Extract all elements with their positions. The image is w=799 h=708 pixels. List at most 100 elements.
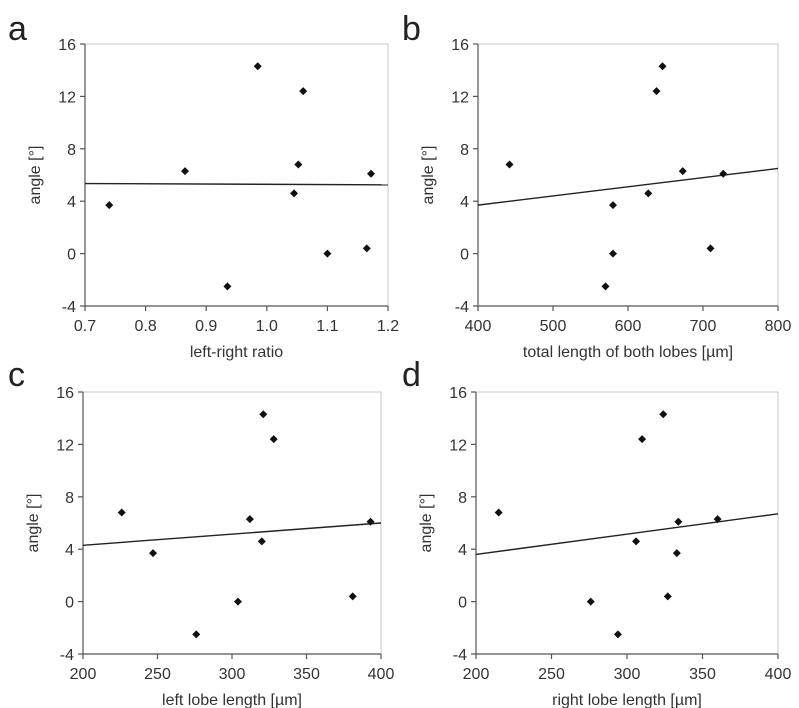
data-point [719,169,728,178]
x-axis-title: total length of both lobes [µm] [523,344,733,361]
data-point [348,592,357,601]
data-point [609,201,617,210]
y-tick-label: 4 [458,542,467,559]
scatter-panel-a: a -4 0 4 8 12 16 0.7 0.8 0.9 1.0 1.1 1.2 left-right r… [8,10,399,361]
data-point [259,410,268,419]
x-tick-label: 350 [689,666,716,683]
scatter-panel-d: d -4 0 4 8 12 16 200 250 300 350 400 right lobe leng… [402,356,791,708]
y-tick-label: 4 [65,542,74,559]
x-tick-label: 1.2 [377,318,399,335]
data-point [663,592,672,601]
data-point [505,160,514,169]
scatter-panel-c: c -4 0 4 8 12 16 200 250 300 350 400 left lobe lengt… [8,356,394,708]
data-point [586,597,595,606]
panel-letter: b [402,10,421,48]
x-tick-label: 250 [144,666,171,683]
x-tick-label: 800 [765,318,792,335]
data-point [678,167,687,176]
y-tick-label: 16 [56,385,74,402]
y-tick-label: -4 [62,299,76,316]
y-tick-label: 8 [65,490,74,507]
panel-letter: d [402,356,421,394]
y-tick-label: 12 [58,89,76,106]
x-tick-label: 400 [765,666,792,683]
data-point [644,189,653,198]
y-tick-label: 16 [451,37,469,54]
y-axis-title: angle [°] [418,494,435,553]
plot-frame [477,43,779,307]
data-point [367,169,376,178]
y-axis-title: angle [°] [25,494,42,553]
y-tick-label: 8 [458,490,467,507]
y-tick-label: -4 [455,299,469,316]
y-tick-label: 16 [58,37,76,54]
trend-line [82,522,382,546]
y-tick-label: 12 [451,89,469,106]
data-point [299,87,308,96]
y-tick-label: 12 [56,437,74,454]
y-tick-label: 0 [67,247,76,264]
data-point [658,62,667,71]
x-tick-label: 400 [368,666,395,683]
x-tick-label: 300 [219,666,246,683]
y-tick-label: -4 [60,647,74,664]
data-point [105,201,114,210]
y-tick-label: 0 [460,247,469,264]
scatter-panel-b: b -4 0 4 8 12 16 400 500 600 700 800 total length of… [402,10,791,361]
y-tick-label: 4 [67,194,76,211]
panel-letter: a [8,10,27,48]
y-tick-label: 8 [460,142,469,159]
y-tick-label: -4 [453,647,467,664]
data-point [362,244,371,253]
data-point [290,189,299,198]
x-axis-title: left-right ratio [190,344,283,361]
y-tick-label: 8 [67,142,76,159]
data-point [245,515,254,524]
data-point [257,537,266,546]
data-point [294,160,303,169]
plot-frame [475,391,779,655]
data-point [706,244,715,253]
y-tick-label: 0 [458,595,467,612]
data-point [223,282,232,291]
data-point [674,517,683,526]
x-tick-label: 250 [538,666,565,683]
x-tick-label: 400 [465,318,492,335]
data-point [269,435,278,444]
data-point [713,515,722,524]
x-tick-label: 350 [293,666,320,683]
x-tick-label: 500 [540,318,567,335]
x-tick-label: 700 [690,318,717,335]
x-tick-label: 600 [615,318,642,335]
x-axis-title: left lobe length [µm] [162,692,302,708]
y-tick-label: 16 [449,385,467,402]
x-tick-label: 200 [463,666,490,683]
data-point [117,508,126,517]
x-axis-title: right lobe length [µm] [552,692,702,708]
plot-frame [82,391,382,655]
plot-frame [84,43,389,307]
y-axis-title: angle [°] [420,146,437,205]
data-point [180,167,189,176]
data-point [192,630,201,639]
x-tick-label: 200 [70,666,97,683]
data-point [638,435,647,444]
x-tick-label: 1.0 [256,318,278,335]
y-tick-label: 12 [449,437,467,454]
data-point [632,537,641,546]
x-tick-label: 0.7 [74,318,96,335]
data-point [609,249,617,258]
data-point [366,517,375,526]
y-tick-label: 4 [460,194,469,211]
trend-line [475,513,779,556]
x-tick-label: 1.1 [316,318,338,335]
y-tick-label: 0 [65,595,74,612]
data-point [323,249,332,258]
panel-letter: c [8,356,25,394]
data-point [672,549,681,558]
trend-line [477,167,779,206]
data-point [253,62,262,71]
x-tick-label: 300 [614,666,641,683]
data-point [233,597,242,606]
